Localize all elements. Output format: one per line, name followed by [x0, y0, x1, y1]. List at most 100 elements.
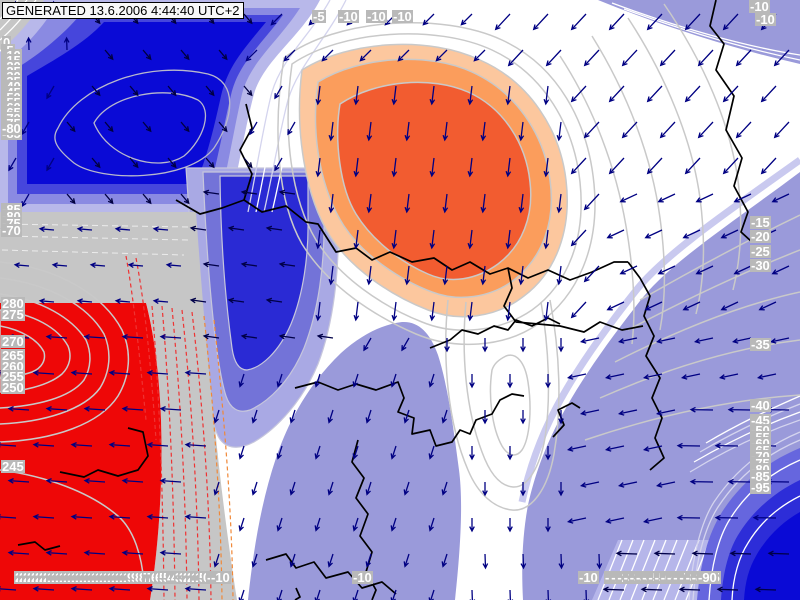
wind-arrow — [91, 85, 101, 97]
wind-arrow — [265, 297, 283, 304]
wind-arrow — [45, 550, 68, 556]
contour-label: 265 — [1, 348, 25, 363]
wind-arrow — [121, 334, 144, 340]
wind-arrow — [543, 157, 550, 178]
wind-arrow — [0, 514, 17, 520]
wind-arrow — [615, 550, 638, 557]
contour-label: 250 — [1, 380, 25, 395]
wind-arrow — [66, 121, 76, 133]
wind-arrow — [684, 85, 701, 103]
wind-arrow — [556, 121, 563, 142]
wind-arrow — [567, 373, 587, 380]
wind-arrow — [442, 121, 449, 142]
wind-arrow — [684, 157, 701, 175]
wind-arrow — [45, 334, 68, 340]
wind-arrow — [518, 121, 525, 142]
wind-arrow — [494, 13, 511, 31]
wind-arrow — [558, 410, 564, 425]
wind-arrow — [180, 193, 190, 205]
wind-arrow — [507, 589, 514, 600]
wind-arrow — [287, 121, 296, 136]
wind-arrow — [545, 589, 552, 600]
wind-arrow — [283, 49, 296, 62]
wind-arrow — [757, 373, 777, 380]
wind-arrow — [480, 193, 487, 214]
wind-arrow — [404, 121, 411, 142]
contour-label: 275 — [1, 307, 25, 322]
wind-arrow — [205, 85, 215, 97]
contour-label: -90 — [697, 570, 718, 585]
wind-arrow — [404, 265, 411, 286]
wind-arrow — [697, 49, 714, 67]
wind-arrow — [480, 265, 487, 286]
wind-arrow — [646, 85, 663, 103]
wind-arrow — [507, 374, 513, 389]
wind-arrow — [656, 337, 676, 344]
wind-arrow — [146, 514, 169, 520]
wind-arrow — [390, 373, 397, 388]
wind-arrow — [435, 49, 448, 62]
wind-arrow — [314, 373, 321, 388]
wind-arrow — [428, 373, 435, 388]
wind-arrow — [608, 157, 625, 175]
wind-arrow — [146, 442, 169, 448]
wind-arrow — [441, 481, 448, 496]
wind-arrow — [363, 337, 372, 352]
wind-arrow — [184, 586, 207, 592]
wind-arrow — [583, 265, 600, 283]
border-bottom-hook — [294, 587, 301, 600]
wind-arrow — [621, 121, 638, 139]
border-balaton-wiggle — [429, 317, 561, 349]
wind-arrow — [722, 85, 739, 103]
wind-arrow — [727, 406, 752, 413]
wind-arrow — [104, 121, 114, 133]
wind-arrow — [227, 225, 245, 232]
wind-arrow — [7, 406, 30, 412]
wind-arrow — [397, 49, 410, 62]
wind-arrow — [643, 373, 663, 380]
wind-arrow — [142, 121, 152, 133]
wind-arrow — [70, 370, 93, 376]
wind-arrow — [129, 85, 139, 97]
wind-arrow — [189, 225, 207, 232]
wind-arrow — [689, 406, 714, 413]
wind-arrow — [618, 409, 638, 416]
wind-arrow — [127, 262, 144, 269]
wind-arrow — [644, 229, 663, 239]
wind-arrow — [314, 445, 321, 460]
wind-arrow — [583, 121, 600, 139]
contour-label: 0 — [2, 35, 12, 50]
border-poland-vertical — [709, 0, 753, 243]
wind-arrow — [676, 514, 701, 521]
wind-arrow — [404, 193, 411, 214]
wind-arrow — [315, 85, 322, 106]
contour-label: -10 — [366, 9, 387, 24]
wind-arrow — [657, 193, 676, 203]
wind-arrow — [773, 49, 790, 67]
wind-arrow — [278, 333, 296, 340]
wind-arrow — [619, 193, 638, 203]
border-croatia-coast — [265, 553, 397, 595]
wind-arrow — [720, 229, 739, 239]
wind-arrow — [189, 297, 207, 304]
wind-arrow — [429, 157, 436, 178]
wind-arrow — [159, 550, 182, 556]
wind-arrow — [694, 337, 714, 344]
wind-arrow — [45, 478, 68, 484]
wind-arrow — [605, 445, 625, 452]
wind-arrow — [353, 301, 360, 322]
wind-arrow — [681, 373, 701, 380]
contour-label: -15 — [750, 215, 771, 230]
wind-arrow — [754, 586, 777, 593]
wind-arrow — [327, 553, 334, 568]
wind-arrow — [274, 157, 283, 172]
wind-arrow — [202, 189, 220, 196]
wind-arrow — [328, 121, 335, 142]
wind-arrow — [684, 13, 701, 31]
wind-arrow — [70, 586, 93, 592]
wind-arrow — [507, 49, 524, 67]
wind-arrow — [8, 157, 17, 172]
wind-arrow — [606, 229, 625, 239]
